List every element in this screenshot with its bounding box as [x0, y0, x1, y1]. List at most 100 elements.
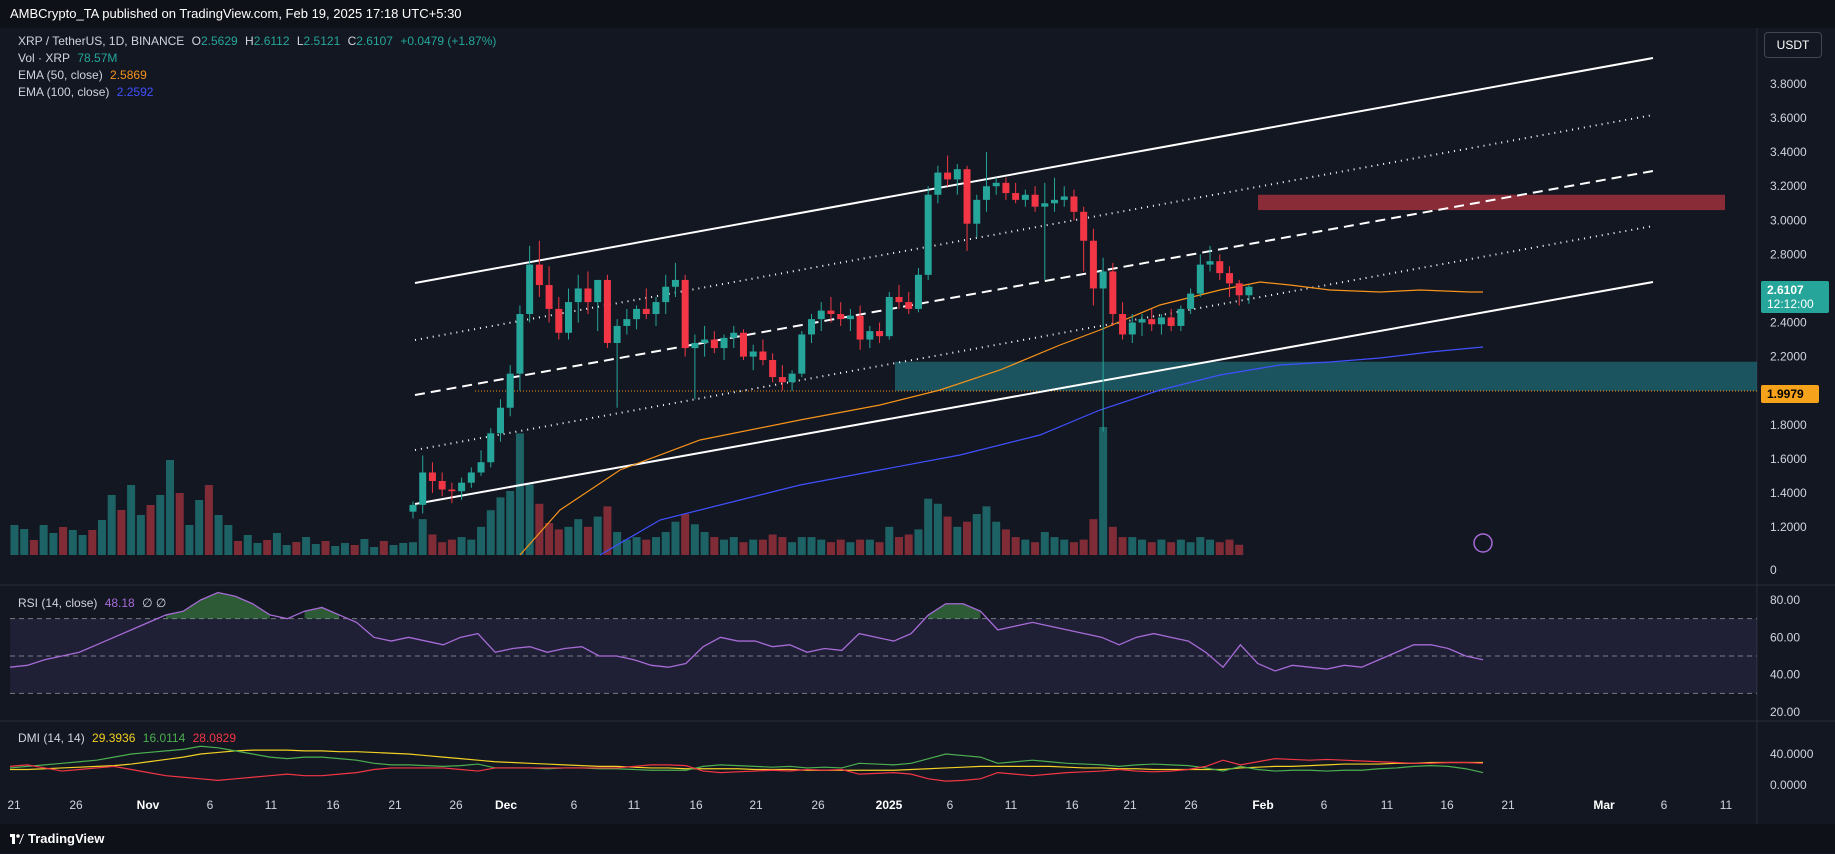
candle-body — [749, 351, 757, 357]
time-axis-label: 11 — [1720, 798, 1733, 812]
high-label: H — [245, 34, 254, 48]
volume-bar — [797, 537, 806, 555]
volume-bar — [311, 544, 320, 555]
candle-body — [739, 332, 747, 357]
volume-bar — [1040, 531, 1049, 555]
candle-body — [574, 288, 582, 303]
volume-bar — [885, 526, 894, 555]
candle-body — [1245, 286, 1253, 296]
volume-bar — [68, 530, 77, 555]
countdown-value: 12:12:00 — [1767, 297, 1814, 311]
chart-canvas[interactable]: 3.80003.60003.40003.20003.00002.80002.60… — [0, 28, 1835, 824]
volume-bar — [175, 493, 184, 555]
volume-bar — [972, 514, 981, 555]
volume-bar — [826, 542, 835, 555]
level-price-tag: 1.9979 — [1761, 385, 1819, 403]
volume-bar — [933, 503, 942, 555]
candle-body — [467, 472, 475, 483]
volume-bar — [496, 497, 505, 555]
candle-body — [1167, 317, 1175, 326]
volume-bar — [943, 516, 952, 555]
time-axis-label: Mar — [1593, 798, 1615, 812]
rsi-overbought-fill — [304, 607, 340, 619]
candle-body — [1070, 196, 1078, 212]
chart-area[interactable]: 3.80003.60003.40003.20003.00002.80002.60… — [0, 28, 1835, 824]
dmi-minus-line — [9, 758, 1484, 782]
volume-bar — [1001, 529, 1010, 555]
close-label: C — [347, 34, 357, 48]
volume-bar — [642, 539, 651, 555]
volume-bar — [272, 533, 281, 555]
volume-bar — [438, 542, 447, 555]
candle-body — [1206, 261, 1214, 265]
volume-bar — [564, 526, 573, 555]
candle-body — [1109, 271, 1117, 315]
candle-body — [866, 331, 874, 340]
candle-body — [992, 182, 1000, 187]
volume-bar — [1069, 542, 1078, 555]
time-axis-label: 11 — [628, 798, 641, 812]
footer-bar: TradingView — [0, 824, 1835, 853]
volume-bar — [224, 525, 233, 555]
volume-bar — [720, 539, 729, 555]
volume-bar — [953, 526, 962, 555]
volume-bar — [963, 521, 972, 555]
volume-bar — [593, 516, 602, 555]
volume-bar — [340, 543, 349, 555]
candle-body — [788, 373, 796, 383]
time-axis-label: 6 — [207, 798, 214, 812]
volume-bar — [758, 539, 767, 555]
time-axis-label: 11 — [1005, 798, 1018, 812]
volume-bar — [661, 531, 670, 555]
open-label: O — [191, 34, 201, 48]
volume-label: Vol · XRP — [18, 51, 71, 65]
candle-body — [1041, 203, 1049, 207]
volume-bar — [370, 547, 379, 555]
dmi-adx-line — [10, 749, 1483, 771]
candle-body — [885, 296, 893, 337]
rsi-overbought-fill — [165, 592, 270, 619]
candle-body — [409, 504, 417, 512]
rsi-axis-label: 40.00 — [1770, 668, 1800, 682]
candle-body — [487, 433, 495, 463]
channel-upper-line — [414, 57, 1654, 284]
volume-bar — [1235, 544, 1244, 555]
candle-body — [720, 337, 728, 349]
volume-bar — [817, 539, 826, 555]
candle-body — [681, 279, 689, 349]
candle-body — [856, 315, 864, 340]
candle-body — [1187, 293, 1195, 309]
volume-bar — [1089, 519, 1098, 555]
volume-bar — [1186, 542, 1195, 555]
rsi-legend: RSI (14, close) 48.18 ∅ ∅ — [18, 596, 170, 610]
candle-body — [477, 462, 485, 473]
candle-body — [1002, 182, 1010, 194]
time-axis-label: 26 — [449, 798, 463, 812]
candle-body — [506, 373, 514, 408]
volume-bar — [1011, 537, 1020, 555]
candle-body — [1148, 319, 1156, 325]
candle-body — [778, 377, 786, 383]
price-axis-label: 1.4000 — [1770, 486, 1807, 500]
volume-bar — [428, 534, 437, 555]
candle-body — [603, 279, 611, 343]
volume-bar — [59, 527, 68, 555]
candle-body — [1119, 314, 1127, 335]
dmi-plus-value: 16.0114 — [142, 731, 186, 745]
volume-bar — [807, 537, 816, 555]
volume-bar — [992, 521, 1001, 555]
volume-bar — [418, 519, 427, 555]
time-axis-label: Nov — [137, 798, 160, 812]
candle-body — [516, 314, 524, 374]
volume-bar — [1167, 542, 1176, 555]
time-axis-label: 26 — [1184, 798, 1198, 812]
candle-body — [1157, 317, 1165, 325]
volume-bar — [1099, 427, 1108, 555]
volume-bar — [788, 542, 797, 555]
currency-button[interactable]: USDT — [1764, 32, 1822, 58]
current-price-value: 2.6107 — [1767, 283, 1804, 297]
price-axis-label: 2.2000 — [1770, 350, 1807, 364]
candle-body — [710, 339, 718, 349]
candle-body — [808, 319, 816, 335]
volume-bar — [20, 529, 29, 555]
